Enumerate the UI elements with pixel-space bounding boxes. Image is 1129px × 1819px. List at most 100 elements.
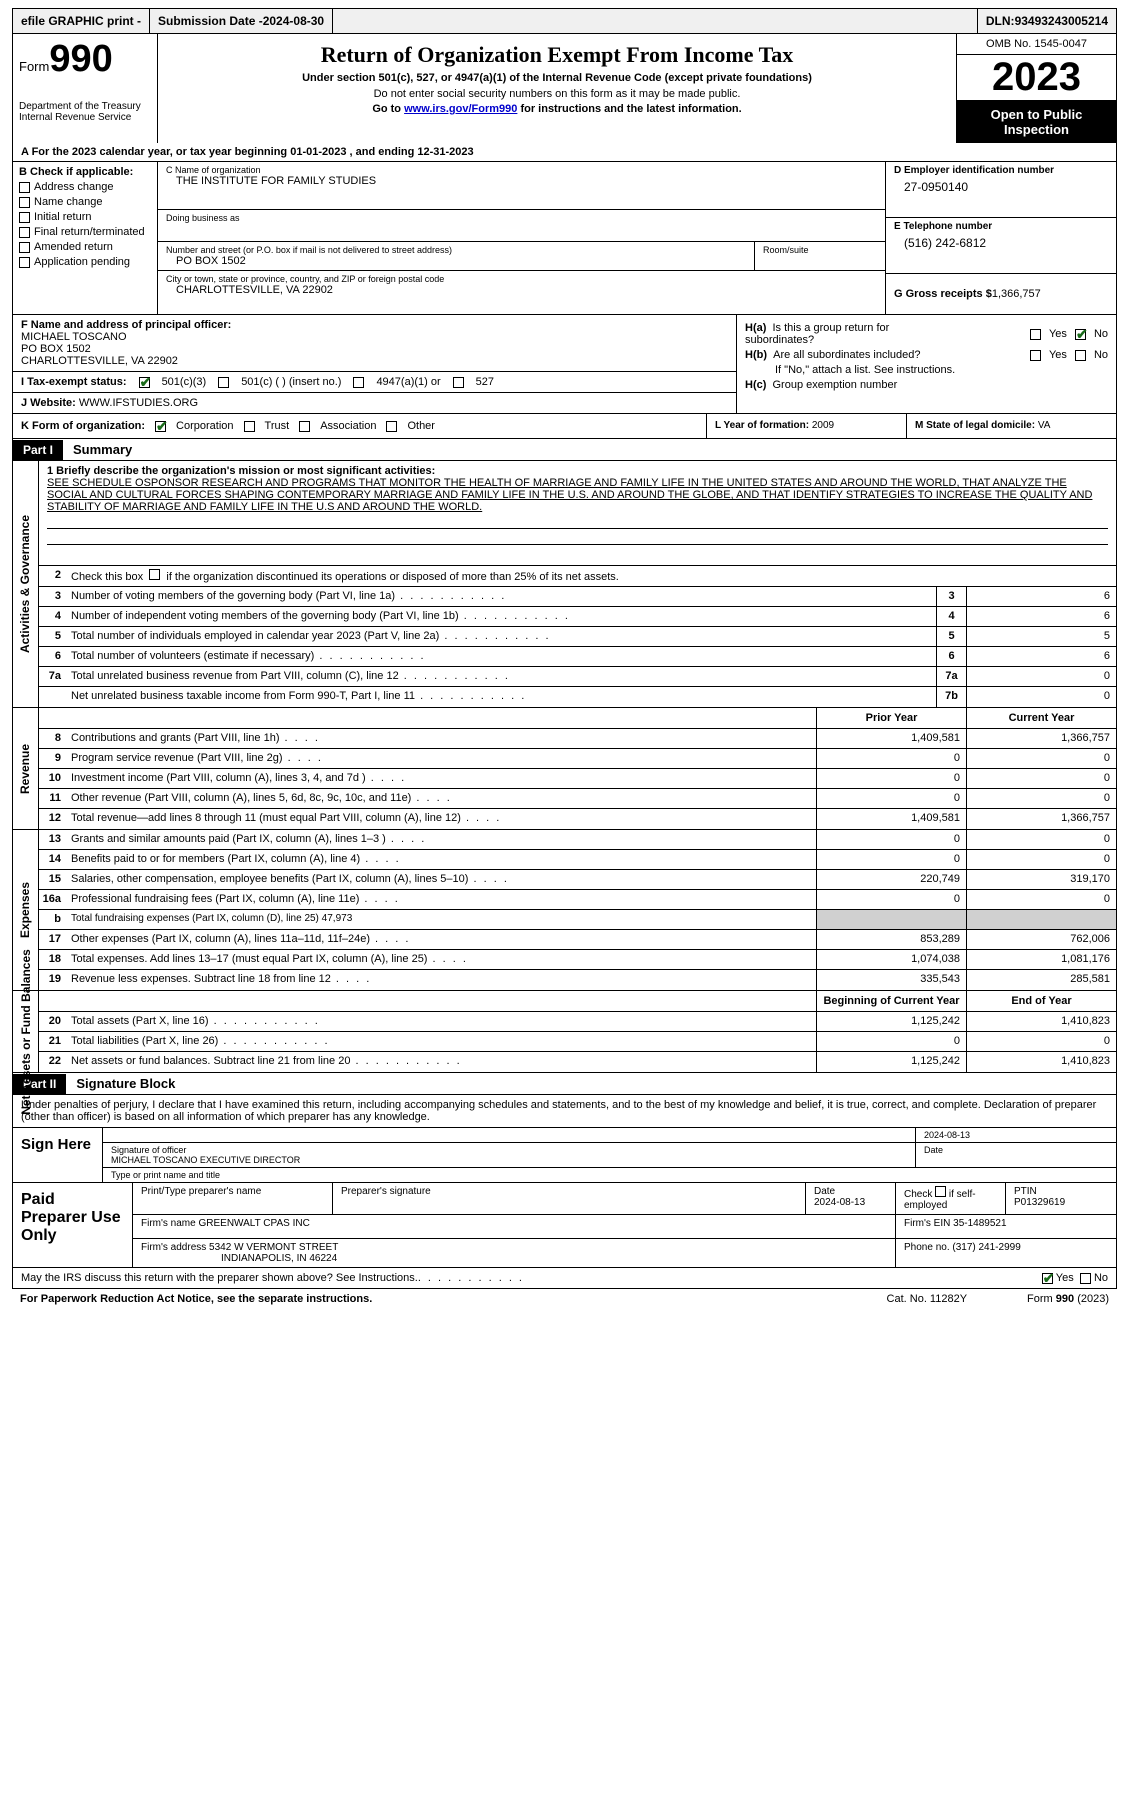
ha-yes[interactable] bbox=[1030, 329, 1041, 340]
sig-officer-name: MICHAEL TOSCANO EXECUTIVE DIRECTOR bbox=[111, 1155, 907, 1165]
discuss-yes[interactable]: ✔ bbox=[1042, 1273, 1053, 1284]
table-row: 20Total assets (Part X, line 16)1,125,24… bbox=[39, 1012, 1116, 1032]
row-k-form-org: K Form of organization: ✔Corporation Tru… bbox=[13, 414, 706, 438]
prep-name-header: Print/Type preparer's name bbox=[133, 1183, 333, 1214]
table-row: 12Total revenue—add lines 8 through 11 (… bbox=[39, 809, 1116, 829]
table-row: 3Number of voting members of the governi… bbox=[39, 587, 1116, 607]
street-value: PO BOX 1502 bbox=[166, 255, 746, 267]
row-a-tax-year: A For the 2023 calendar year, or tax yea… bbox=[12, 143, 1117, 162]
org-name-label: C Name of organization bbox=[166, 165, 877, 175]
table-row: 21Total liabilities (Part X, line 26)00 bbox=[39, 1032, 1116, 1052]
chk-initial-return[interactable]: Initial return bbox=[19, 211, 151, 223]
table-row: 9Program service revenue (Part VIII, lin… bbox=[39, 749, 1116, 769]
table-row: 13Grants and similar amounts paid (Part … bbox=[39, 830, 1116, 850]
chk-application-pending[interactable]: Application pending bbox=[19, 256, 151, 268]
form-title: Return of Organization Exempt From Incom… bbox=[166, 42, 948, 68]
irs-discuss-row: May the IRS discuss this return with the… bbox=[12, 1268, 1117, 1289]
table-row: 8Contributions and grants (Part VIII, li… bbox=[39, 729, 1116, 749]
section-h-group: H(a) Is this a group return for subordin… bbox=[736, 315, 1116, 413]
tax-year: 2023 bbox=[957, 55, 1116, 101]
table-row: 11Other revenue (Part VIII, column (A), … bbox=[39, 789, 1116, 809]
city-label: City or town, state or province, country… bbox=[166, 274, 877, 284]
sig-officer-label: Signature of officer bbox=[111, 1145, 907, 1155]
type-name-label: Type or print name and title bbox=[103, 1168, 1116, 1182]
table-row: 17Other expenses (Part IX, column (A), l… bbox=[39, 930, 1116, 950]
footer: For Paperwork Reduction Act Notice, see … bbox=[12, 1289, 1117, 1309]
section-c-org-info: C Name of organization THE INSTITUTE FOR… bbox=[158, 162, 886, 314]
part2-title: Signature Block bbox=[66, 1073, 185, 1094]
ein-label: D Employer identification number bbox=[894, 165, 1108, 176]
table-row: 5Total number of individuals employed in… bbox=[39, 627, 1116, 647]
hb-note: If "No," attach a list. See instructions… bbox=[745, 364, 1108, 376]
ha-no[interactable]: ✔ bbox=[1075, 329, 1086, 340]
side-revenue: Revenue bbox=[13, 708, 39, 829]
row-m-domicile: M State of legal domicile: VA bbox=[906, 414, 1116, 438]
chk-501c[interactable] bbox=[218, 377, 229, 388]
table-row: 22Net assets or fund balances. Subtract … bbox=[39, 1052, 1116, 1072]
netassets-header: Beginning of Current Year End of Year bbox=[39, 991, 1116, 1012]
dba-label: Doing business as bbox=[166, 213, 877, 223]
form-subtitle: Under section 501(c), 527, or 4947(a)(1)… bbox=[166, 72, 948, 84]
firm-name: Firm's name GREENWALT CPAS INC bbox=[133, 1215, 896, 1238]
section-f-officer: F Name and address of principal officer:… bbox=[13, 315, 736, 372]
firm-ein: Firm's EIN 35-1489521 bbox=[896, 1215, 1116, 1238]
firm-phone: Phone no. (317) 241-2999 bbox=[896, 1239, 1116, 1267]
side-netassets: Net Assets or Fund Balances bbox=[13, 991, 39, 1072]
chk-527[interactable] bbox=[453, 377, 464, 388]
gross-label: G Gross receipts $ bbox=[894, 288, 992, 300]
prep-ptin: PTINP01329619 bbox=[1006, 1183, 1116, 1214]
form-header: Form990 Department of the Treasury Inter… bbox=[12, 34, 1117, 143]
chk-corporation[interactable]: ✔ bbox=[155, 421, 166, 432]
declaration-text: Under penalties of perjury, I declare th… bbox=[13, 1095, 1116, 1127]
chk-other[interactable] bbox=[386, 421, 397, 432]
table-row: 15Salaries, other compensation, employee… bbox=[39, 870, 1116, 890]
dept-label: Department of the Treasury Internal Reve… bbox=[19, 101, 151, 123]
chk-association[interactable] bbox=[299, 421, 310, 432]
chk-self-employed[interactable] bbox=[935, 1186, 946, 1197]
chk-discontinued[interactable] bbox=[149, 569, 160, 580]
chk-final-return[interactable]: Final return/terminated bbox=[19, 226, 151, 238]
side-governance: Activities & Governance bbox=[13, 461, 39, 707]
open-public-badge: Open to Public Inspection bbox=[957, 101, 1116, 143]
paid-preparer-label: Paid Preparer Use Only bbox=[13, 1183, 133, 1267]
hc-label: H(c) Group exemption number bbox=[745, 379, 900, 391]
ein-value: 27-0950140 bbox=[894, 176, 1108, 194]
table-row: 4Number of independent voting members of… bbox=[39, 607, 1116, 627]
table-row: 10Investment income (Part VIII, column (… bbox=[39, 769, 1116, 789]
omb-number: OMB No. 1545-0047 bbox=[957, 34, 1116, 55]
chk-address-change[interactable]: Address change bbox=[19, 181, 151, 193]
part1-title: Summary bbox=[63, 439, 142, 460]
section-b-checkboxes: B Check if applicable: Address change Na… bbox=[13, 162, 158, 314]
row-j-website: J Website: WWW.IFSTUDIES.ORG bbox=[13, 393, 736, 413]
section-d-ein: D Employer identification number 27-0950… bbox=[886, 162, 1116, 314]
chk-501c3[interactable]: ✔ bbox=[139, 377, 150, 388]
chk-trust[interactable] bbox=[244, 421, 255, 432]
firm-address: Firm's address 5342 W VERMONT STREET IND… bbox=[133, 1239, 896, 1267]
prep-sig-header: Preparer's signature bbox=[333, 1183, 806, 1214]
table-row: 7aTotal unrelated business revenue from … bbox=[39, 667, 1116, 687]
dln-cell: DLN: 93493243005214 bbox=[978, 9, 1116, 33]
gross-value: 1,366,757 bbox=[992, 288, 1041, 300]
sig-date-label: Date bbox=[916, 1143, 1116, 1167]
row-i-tax-status: I Tax-exempt status: ✔501(c)(3) 501(c) (… bbox=[13, 372, 736, 393]
room-label: Room/suite bbox=[763, 245, 877, 255]
phone-value: (516) 242-6812 bbox=[894, 232, 1108, 250]
table-row: 19Revenue less expenses. Subtract line 1… bbox=[39, 970, 1116, 990]
hb-yes[interactable] bbox=[1030, 350, 1041, 361]
top-bar: efile GRAPHIC print - Submission Date - … bbox=[12, 8, 1117, 34]
form-number: Form990 bbox=[19, 38, 151, 81]
instructions-note: Go to www.irs.gov/Form990 for instructio… bbox=[166, 103, 948, 115]
chk-4947[interactable] bbox=[353, 377, 364, 388]
table-row: Net unrelated business taxable income fr… bbox=[39, 687, 1116, 707]
phone-label: E Telephone number bbox=[894, 221, 1108, 232]
section-b-label: B Check if applicable: bbox=[19, 166, 151, 178]
irs-link[interactable]: www.irs.gov/Form990 bbox=[404, 103, 517, 115]
chk-amended-return[interactable]: Amended return bbox=[19, 241, 151, 253]
ssn-note: Do not enter social security numbers on … bbox=[166, 88, 948, 100]
chk-name-change[interactable]: Name change bbox=[19, 196, 151, 208]
row-2-discontinued: 2 Check this box if the organization dis… bbox=[39, 566, 1116, 587]
hb-no[interactable] bbox=[1075, 350, 1086, 361]
efile-label: efile GRAPHIC print - bbox=[13, 9, 150, 33]
discuss-no[interactable] bbox=[1080, 1273, 1091, 1284]
table-row: bTotal fundraising expenses (Part IX, co… bbox=[39, 910, 1116, 930]
